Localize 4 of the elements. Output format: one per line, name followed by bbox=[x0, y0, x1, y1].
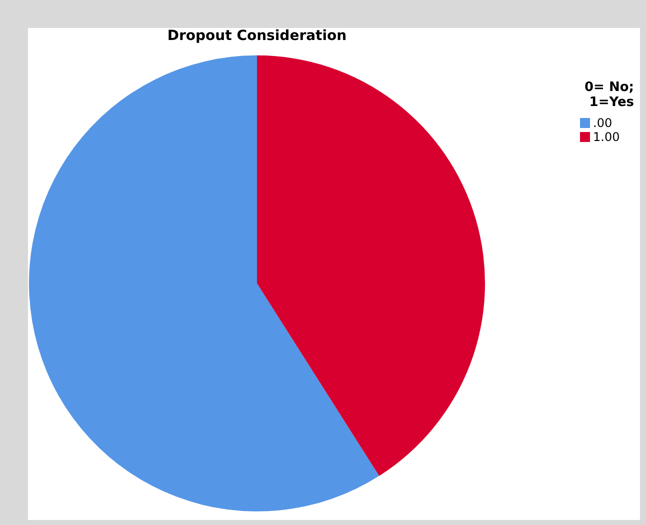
legend-title: 0= No; 1=Yes bbox=[584, 80, 634, 110]
legend-label: .00 bbox=[593, 116, 612, 130]
legend-label: 1.00 bbox=[593, 130, 620, 144]
chart-title: Dropout Consideration bbox=[167, 28, 347, 44]
